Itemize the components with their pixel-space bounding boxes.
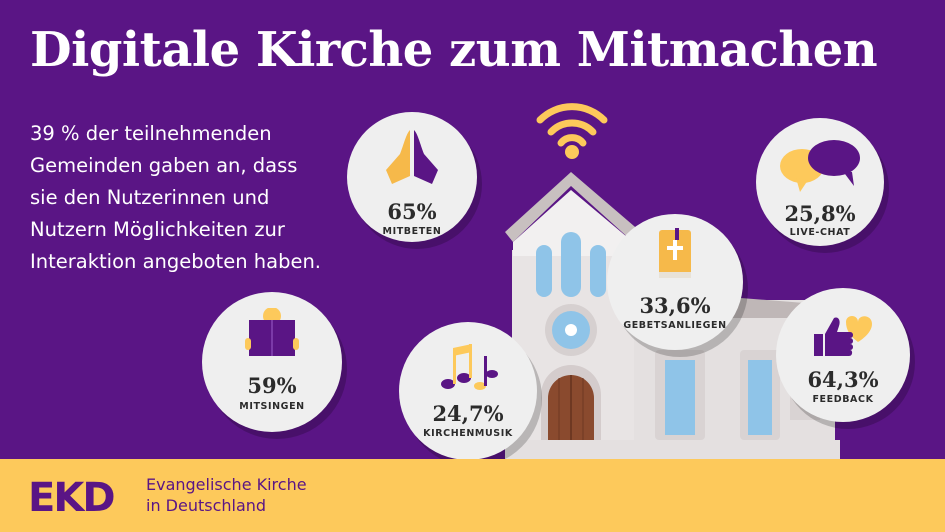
stat-value: 25,8% [784, 201, 856, 226]
stat-label: MITSINGEN [239, 401, 305, 412]
stat-feedback: 64,3% FEEDBACK [776, 288, 910, 422]
music-notes-icon [399, 344, 537, 394]
songbook-icon [202, 308, 342, 358]
stat-gebetsanliegen: 33,6% GEBETSANLIEGEN [607, 214, 743, 350]
stat-label: GEBETSANLIEGEN [623, 320, 727, 331]
svg-text:EKD: EKD [28, 475, 114, 517]
chat-bubbles-icon [756, 138, 884, 194]
stat-label: LIVE-CHAT [789, 227, 851, 238]
stat-livechat: 25,8% LIVE-CHAT [756, 118, 884, 246]
stat-label: KIRCHENMUSIK [423, 428, 513, 439]
stat-value: 59% [247, 373, 297, 398]
stat-kirchenmusik: 24,7% KIRCHENMUSIK [399, 322, 537, 460]
intro-line: sie den Nutzerinnen und [30, 186, 270, 209]
bible-icon [607, 228, 743, 282]
praying-hands-icon [347, 126, 477, 188]
footer-bar: EKD Evangelische Kirche in Deutschland [0, 459, 945, 532]
stat-value: 65% [387, 199, 437, 224]
stat-label: MITBETEN [382, 226, 442, 237]
stat-value: 24,7% [432, 401, 504, 426]
thumbs-up-heart-icon [776, 314, 910, 360]
organization-name: Evangelische Kirche in Deutschland [146, 474, 307, 516]
stat-value: 33,6% [639, 293, 711, 318]
stat-label: FEEDBACK [812, 394, 874, 405]
intro-text: 39 % der teilnehmenden Gemeinden gaben a… [30, 118, 360, 278]
page-title: Digitale Kirche zum Mitmachen [30, 22, 878, 78]
org-line: Evangelische Kirche [146, 475, 307, 494]
wifi-icon [536, 103, 608, 147]
stat-value: 64,3% [807, 367, 879, 392]
intro-line: Nutzern Möglichkeiten zur [30, 218, 285, 241]
ekd-logo: EKD [28, 475, 116, 517]
stat-mitbeten: 65% MITBETEN [347, 112, 477, 242]
intro-line: 39 % der teilnehmenden [30, 122, 272, 145]
intro-line: Interaktion angeboten haben. [30, 250, 321, 273]
intro-line: Gemeinden gaben an, dass [30, 154, 298, 177]
stat-mitsingen: 59% MITSINGEN [202, 292, 342, 432]
org-line: in Deutschland [146, 496, 267, 515]
